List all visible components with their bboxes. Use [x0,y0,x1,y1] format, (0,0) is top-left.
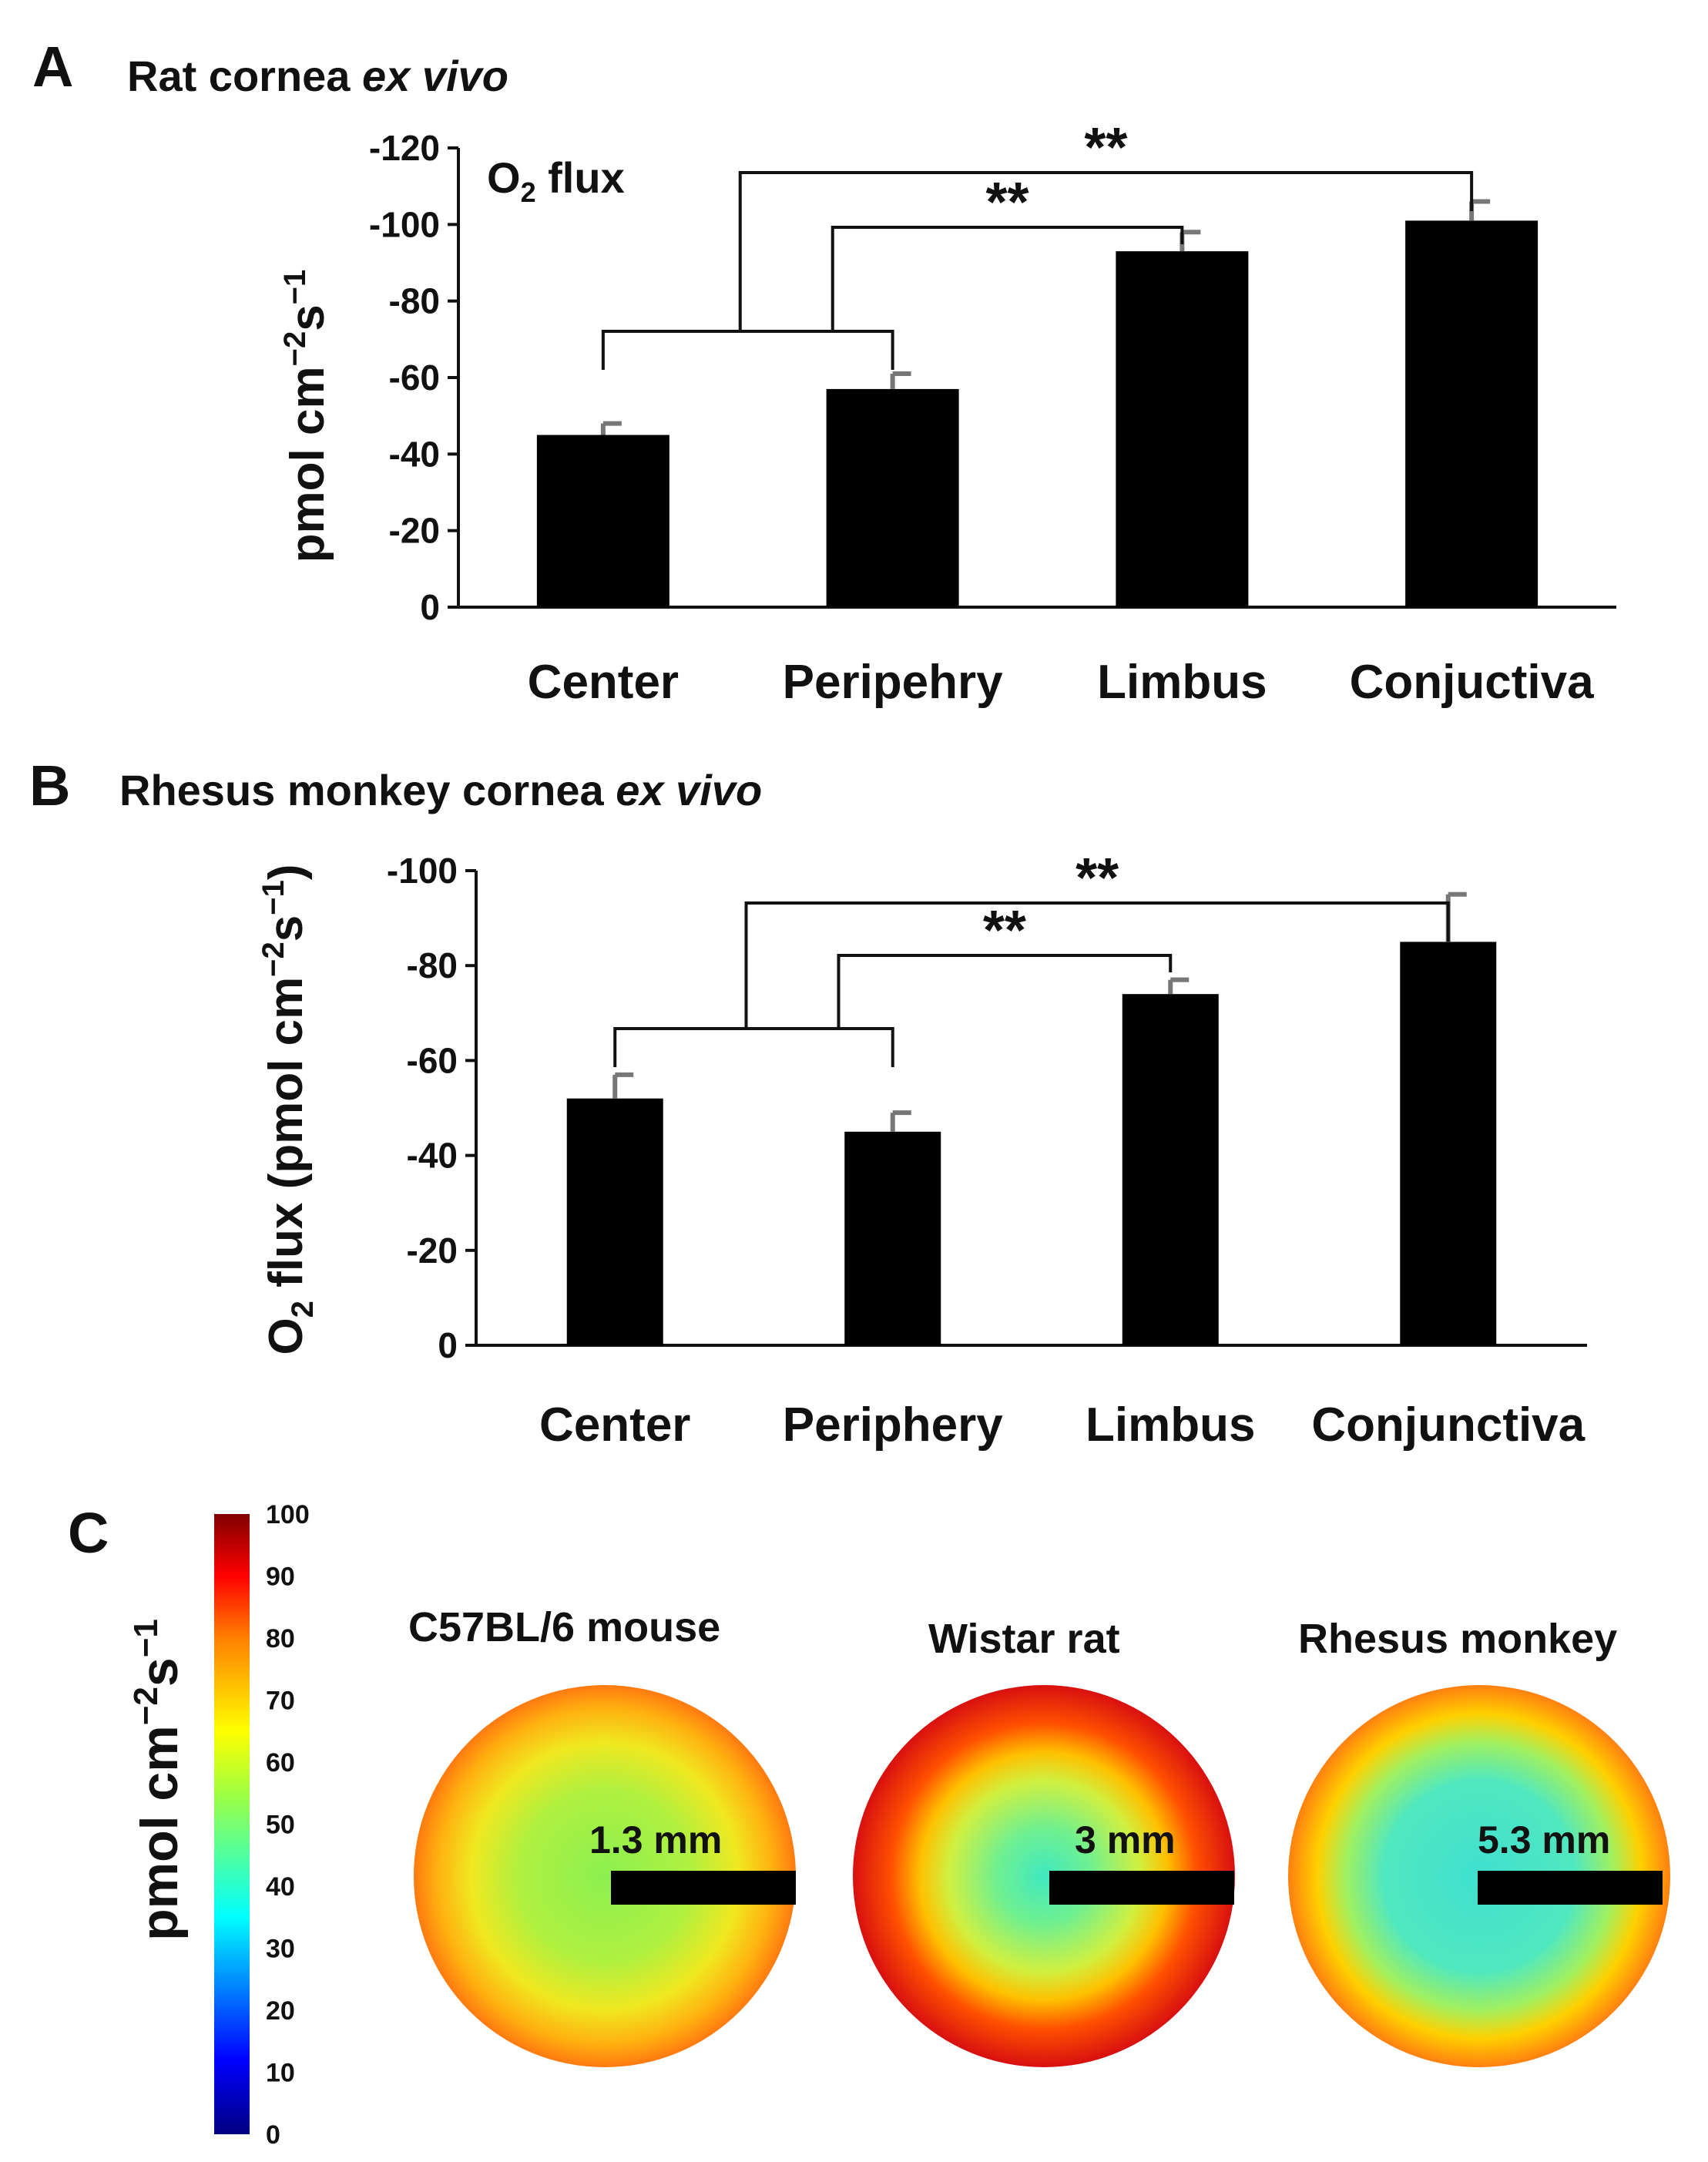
category-label: Center [539,1398,690,1452]
y-tick-label: -60 [389,358,440,398]
y-tick-label: -80 [407,945,458,985]
heatmap-monkey: Rhesus monkey 5.3 mm [1288,1616,1670,2067]
colorbar-tick-label: 90 [266,1563,295,1592]
y-tick-label: -60 [407,1040,458,1080]
bar [536,435,669,607]
colorbar-tick-label: 30 [266,1935,295,1964]
bracket-to-limbus [837,954,1173,1029]
significance-marker: ** [1075,848,1119,909]
y-tick-label: 0 [420,587,440,627]
colorbar-ticks: 0 10 20 30 40 50 60 70 80 90 100 [266,1500,310,2150]
panel-a-title: Rat cornea ex vivo [127,52,508,100]
colorbar-tick-label: 10 [266,2059,295,2088]
category-label: Periphery [783,1398,1004,1452]
radius-label-monkey: 5.3 mm [1478,1818,1610,1862]
panel-a-letter: A [32,35,73,99]
bracket-to-conjunctiva [744,901,1450,1029]
scale-bar [611,1871,796,1905]
colorbar-tick-label: 100 [266,1500,310,1529]
bar [844,1131,941,1345]
colorbar-tick-label: 20 [266,1996,295,2026]
y-tick-label: -100 [387,851,458,891]
category-label: Limbus [1086,1398,1255,1452]
category-label: Conjunctiva [1311,1398,1585,1452]
colorbar-tick-label: 80 [266,1624,295,1653]
category-label: Peripehry [783,656,1004,709]
panel-a-plot: 0 -20 -40 -60 -80 -100 -120 Center Peripehry Limb… [369,117,1616,709]
species-label-rat: Wistar rat [928,1616,1120,1662]
y-tick-label: -20 [407,1230,458,1271]
significance-marker: ** [983,900,1026,962]
y-tick-label: -20 [389,511,440,551]
panel-b-title: Rhesus monkey cornea ex vivo [119,766,762,814]
panel-b-y-axis-label: O2 flux (pmol cm−2s−1) [257,864,320,1355]
colorbar-tick-label: 50 [266,1811,295,1840]
bar [566,1098,663,1345]
category-label: Limbus [1097,656,1267,709]
heatmap-mouse: C57BL/6 mouse 1.3 mm [408,1604,796,2067]
bracket-to-conjunctiva [738,171,1474,331]
category-label: Center [528,656,679,709]
heatmap-rat: Wistar rat 3 mm [853,1616,1235,2067]
colorbar-tick-label: 70 [266,1687,295,1716]
species-label-mouse: C57BL/6 mouse [408,1604,720,1650]
bar [1405,220,1539,607]
y-tick-label: 0 [438,1325,458,1365]
scale-bar [1049,1871,1234,1905]
colorbar-tick-label: 40 [266,1872,295,1902]
heatmap-disc [853,1685,1235,2067]
panel-b-plot: 0 -20 -40 -60 -80 -100 Center Periphery Limbus Co… [387,848,1587,1452]
bracket-to-limbus [831,226,1184,331]
y-tick-label: -120 [369,128,440,168]
radius-label-rat: 3 mm [1075,1818,1176,1862]
y-tick-label: -80 [389,281,440,321]
y-tick-label: -100 [369,204,440,244]
scale-bar [1478,1871,1663,1905]
y-tick-label: -40 [389,434,440,474]
bar [826,388,959,607]
panel-c-letter: C [68,1501,109,1565]
y-tick-label: -40 [407,1136,458,1176]
panel-a-y-axis-label: pmol cm−2s−1 [278,270,334,563]
significance-marker: ** [986,172,1029,233]
panel-a-o2-flux-label: O2 flux [487,153,625,208]
species-label-monkey: Rhesus monkey [1298,1616,1617,1662]
bar [1122,994,1219,1345]
colorbar-tick-label: 0 [266,2120,280,2150]
colorbar [214,1514,250,2134]
panel-b-letter: B [29,754,70,817]
bracket-center-periphery [613,1027,894,1067]
radius-label-mouse: 1.3 mm [589,1818,722,1862]
bar [1400,942,1497,1345]
heatmap-disc [414,1685,796,2067]
significance-marker: ** [1084,117,1127,179]
colorbar-tick-label: 60 [266,1748,295,1778]
colorbar-label: pmol cm−2s−1 [127,1619,189,1941]
bracket-center-periphery [601,330,894,370]
bar [1116,251,1249,607]
category-label: Conjuctiva [1350,656,1594,709]
